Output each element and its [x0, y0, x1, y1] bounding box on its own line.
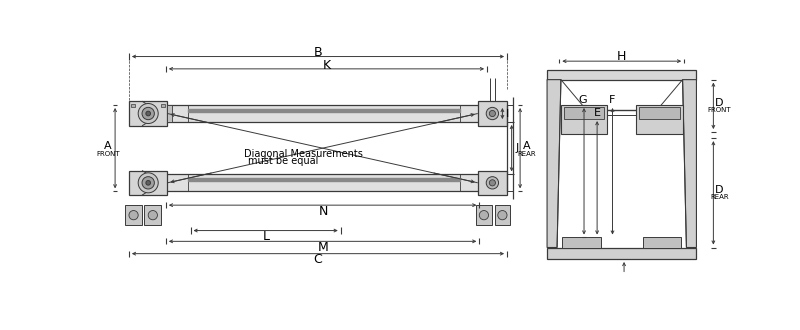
Bar — [639, 107, 679, 119]
Text: F: F — [610, 95, 616, 105]
Text: J: J — [515, 143, 518, 153]
Text: K: K — [322, 58, 331, 72]
Bar — [561, 105, 607, 134]
Text: D: D — [715, 185, 724, 195]
Bar — [478, 101, 507, 126]
Polygon shape — [682, 80, 697, 248]
Bar — [562, 238, 601, 248]
Text: A: A — [104, 141, 112, 151]
Bar — [129, 171, 167, 195]
Circle shape — [142, 177, 154, 189]
Text: FRONT: FRONT — [96, 150, 120, 156]
Circle shape — [490, 111, 495, 116]
Bar — [547, 248, 697, 259]
Text: B: B — [314, 46, 322, 59]
Circle shape — [138, 104, 158, 123]
Text: REAR: REAR — [518, 150, 536, 156]
Bar — [547, 70, 697, 80]
Text: C: C — [314, 253, 322, 266]
Text: must be equal: must be equal — [248, 156, 318, 166]
Circle shape — [129, 211, 138, 220]
Text: FRONT: FRONT — [708, 108, 731, 114]
Text: N: N — [318, 205, 328, 218]
Text: G: G — [578, 95, 586, 105]
Bar — [478, 171, 507, 195]
Bar — [642, 238, 681, 248]
Bar — [148, 105, 479, 122]
Text: A: A — [523, 141, 531, 151]
Text: D: D — [715, 98, 724, 108]
Circle shape — [486, 177, 498, 189]
Circle shape — [146, 181, 150, 185]
Text: E: E — [594, 108, 601, 118]
Text: L: L — [262, 230, 270, 243]
Text: H: H — [617, 50, 626, 63]
Bar — [564, 107, 604, 119]
Bar — [494, 205, 510, 225]
Text: I: I — [506, 109, 510, 118]
Bar — [162, 104, 165, 107]
Circle shape — [138, 173, 158, 193]
Circle shape — [479, 211, 489, 220]
Text: REAR: REAR — [710, 194, 729, 200]
Text: Diagonal Measurements: Diagonal Measurements — [245, 148, 363, 158]
Circle shape — [498, 211, 507, 220]
Circle shape — [490, 180, 495, 186]
Circle shape — [142, 107, 154, 120]
Text: M: M — [318, 241, 328, 254]
Bar — [636, 105, 682, 134]
Circle shape — [146, 111, 150, 116]
Bar — [129, 101, 167, 126]
Bar — [167, 105, 172, 122]
Bar — [144, 205, 162, 225]
Bar — [476, 205, 492, 225]
Circle shape — [148, 211, 158, 220]
Circle shape — [486, 107, 498, 120]
Polygon shape — [547, 80, 561, 248]
Bar — [131, 104, 135, 107]
Bar — [125, 205, 142, 225]
Bar — [148, 174, 479, 191]
